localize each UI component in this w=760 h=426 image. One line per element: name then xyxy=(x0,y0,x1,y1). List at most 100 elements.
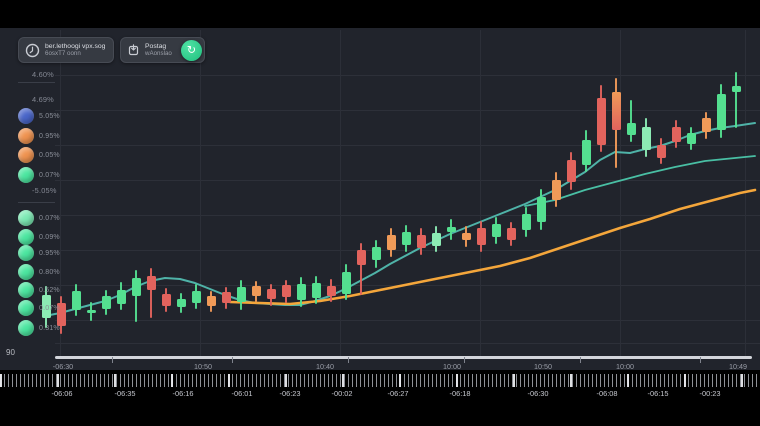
legend-value: 4.60% xyxy=(32,69,54,79)
asset-icon xyxy=(18,300,34,316)
legend-item[interactable]: 0.95% xyxy=(18,127,60,145)
candle-body xyxy=(626,123,636,135)
asset-icon xyxy=(18,245,34,261)
legend-value: 0.31% xyxy=(39,324,60,332)
timeline-label: -06:15 xyxy=(647,389,669,398)
asset-icon xyxy=(18,210,34,226)
legend-value: 0.07% xyxy=(39,214,60,222)
legend-item[interactable]: -5.05% xyxy=(18,181,57,199)
legend-item[interactable]: 0.52% xyxy=(18,281,60,299)
candle-body xyxy=(161,294,171,306)
candle-body xyxy=(551,180,561,200)
legend-value: 0.07% xyxy=(39,171,60,179)
asset-icon xyxy=(18,147,34,163)
candle-body xyxy=(116,290,126,304)
chart-canvas[interactable]: -06:30 10:50 10:40 10:00 10:50 10:00 10:49 90 xyxy=(0,0,760,371)
h-gridline xyxy=(55,180,760,181)
legend-item[interactable]: 4.69% xyxy=(18,90,54,108)
h-gridline xyxy=(55,215,760,216)
timeline-label: -06:23 xyxy=(279,389,301,398)
y-axis-label: 90 xyxy=(6,348,15,357)
legend-item[interactable]: 0.95% xyxy=(18,244,60,262)
candle-body xyxy=(506,228,516,240)
candle-body xyxy=(476,228,486,245)
legend-item[interactable]: 4.60% xyxy=(18,65,54,83)
candle-body xyxy=(521,214,531,230)
candle-body xyxy=(356,250,366,265)
candle-body xyxy=(101,296,111,309)
legend-item[interactable]: 0.09% xyxy=(18,228,60,246)
clock-icon xyxy=(25,43,40,58)
candle-body xyxy=(671,127,681,142)
legend-item[interactable]: 0.07% xyxy=(18,209,60,227)
refresh-icon: ↻ xyxy=(186,44,197,57)
candle-body xyxy=(431,233,441,246)
candle-body xyxy=(71,291,81,310)
indicator-legend: 4.60% 4.69% 5.05% 0.95% 0.05% 0.07% -5.05% 0.07… xyxy=(0,0,110,370)
x-axis-label: 10:00 xyxy=(616,362,634,371)
candle-body xyxy=(716,94,726,130)
candle-body xyxy=(596,98,606,145)
symbol-info-button[interactable]: ber.lethoogi vpx.sog 6osxT7 oonn xyxy=(18,37,114,63)
candle-body xyxy=(56,303,66,326)
time-axis-line[interactable] xyxy=(55,356,752,359)
legend-item[interactable]: 0.07% xyxy=(18,299,60,317)
legend-value: 0.52% xyxy=(39,286,60,294)
candle-body xyxy=(281,285,291,297)
x-axis-label: 10:40 xyxy=(316,362,334,371)
axis-tick xyxy=(700,357,701,363)
x-axis-label: 10:50 xyxy=(194,362,212,371)
legend-item[interactable]: 5.05% xyxy=(18,107,60,125)
axis-tick xyxy=(348,357,349,363)
v-gridline xyxy=(480,30,481,356)
asset-icon xyxy=(18,128,34,144)
candle-body xyxy=(266,289,276,299)
timeline-label: -00:02 xyxy=(331,389,353,398)
candle-wick xyxy=(360,243,362,295)
h-gridline xyxy=(55,343,760,344)
timeline-label: -06:27 xyxy=(387,389,409,398)
v-gridline xyxy=(745,30,746,356)
candle-body xyxy=(416,235,426,248)
legend-item[interactable]: 0.80% xyxy=(18,263,60,281)
asset-icon xyxy=(18,229,34,245)
legend-item[interactable]: 0.05% xyxy=(18,146,60,164)
candle-wick xyxy=(735,72,737,128)
candle-body xyxy=(191,291,201,303)
timeline-label: -06:35 xyxy=(114,389,136,398)
candle-body xyxy=(236,287,246,302)
legend-divider xyxy=(18,202,55,203)
candle-wick xyxy=(630,100,632,142)
candle-body xyxy=(386,235,396,250)
h-gridline xyxy=(55,110,760,111)
v-gridline xyxy=(200,30,201,356)
h-gridline xyxy=(55,75,760,76)
candle-body xyxy=(656,145,666,158)
legend-item[interactable]: 0.31% xyxy=(18,319,60,337)
legend-value: 0.80% xyxy=(39,268,60,276)
h-gridline xyxy=(55,320,760,321)
axis-tick xyxy=(464,357,465,363)
timeline-ruler[interactable] xyxy=(0,374,760,387)
candle-body xyxy=(536,197,546,222)
legend-value: 0.05% xyxy=(39,151,60,159)
candle-body xyxy=(461,233,471,240)
asset-icon xyxy=(18,108,34,124)
candle-body xyxy=(176,299,186,307)
timeline-label: -00:23 xyxy=(699,389,721,398)
candle-body xyxy=(206,296,216,306)
export-icon xyxy=(127,43,140,57)
v-gridline xyxy=(620,30,621,356)
candle-body xyxy=(311,283,321,298)
candle-body xyxy=(611,92,621,130)
timeline-label: -06:06 xyxy=(51,389,73,398)
h-gridline xyxy=(55,145,760,146)
posting-button[interactable]: Postag wAonslao ↻ xyxy=(120,37,205,63)
timeline-label: -06:01 xyxy=(231,389,253,398)
axis-tick xyxy=(112,357,113,363)
legend-item[interactable]: 0.07% xyxy=(18,166,60,184)
refresh-button[interactable]: ↻ xyxy=(181,40,202,61)
v-gridline xyxy=(340,30,341,356)
candle-body xyxy=(86,310,96,313)
ma-lines xyxy=(44,122,757,317)
